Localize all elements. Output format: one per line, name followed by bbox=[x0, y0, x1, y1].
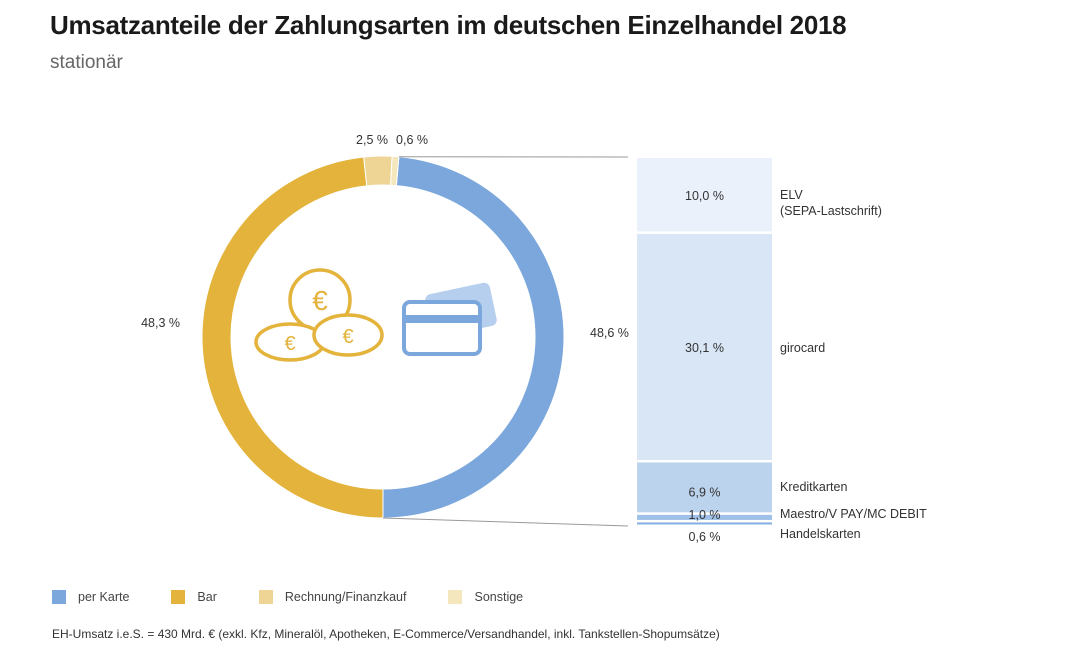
segment-value-label: 10,0 % bbox=[685, 189, 724, 203]
slice-label: 48,6 % bbox=[590, 326, 629, 340]
donut-slice bbox=[201, 156, 384, 519]
legend-item: Rechnung/Finanzkauf bbox=[258, 590, 407, 604]
svg-text:€: € bbox=[284, 333, 295, 355]
svg-text:€: € bbox=[342, 326, 353, 348]
bar-segment bbox=[637, 462, 772, 513]
legend-label: Sonstige bbox=[474, 590, 524, 604]
slice-label: 48,3 % bbox=[141, 316, 180, 330]
slice-label: 0,6 % bbox=[396, 133, 428, 147]
segment-name-label: Maestro/V PAY/MC DEBIT bbox=[780, 507, 927, 521]
bar-segment bbox=[637, 233, 772, 460]
slice-label: 2,5 % bbox=[356, 133, 388, 147]
legend-label: Rechnung/Finanzkauf bbox=[284, 590, 407, 604]
segment-name-label: (SEPA-Lastschrift) bbox=[780, 204, 882, 218]
legend-item: Sonstige bbox=[448, 590, 523, 604]
euro-coins-icon: € € € bbox=[254, 268, 384, 362]
segment-name-label: Kreditkarten bbox=[780, 480, 847, 494]
legend: per Karte Bar Rechnung/Finanzkauf Sonsti… bbox=[52, 590, 565, 604]
bar-segment bbox=[637, 522, 772, 525]
svg-text:€: € bbox=[312, 285, 328, 316]
footnote: EH-Umsatz i.e.S. = 430 Mrd. € (exkl. Kfz… bbox=[52, 627, 720, 641]
legend-label: per Karte bbox=[78, 590, 130, 604]
segment-name-label: girocard bbox=[780, 341, 825, 355]
segment-value-label: 6,9 % bbox=[689, 486, 721, 500]
segment-name-label: ELV bbox=[780, 188, 803, 202]
donut-slice bbox=[363, 155, 393, 187]
bar-segment bbox=[637, 514, 772, 520]
chart-title: Umsatzanteile der Zahlungsarten im deuts… bbox=[50, 10, 847, 40]
legend-item: per Karte bbox=[52, 590, 129, 604]
donut-slice bbox=[390, 155, 400, 187]
segment-name-label: Handelskarten bbox=[780, 527, 861, 541]
legend-item: Bar bbox=[171, 590, 217, 604]
chart-subtitle: stationär bbox=[50, 52, 123, 73]
segment-value-label: 1,0 % bbox=[689, 508, 721, 522]
credit-card-icon bbox=[402, 282, 497, 356]
connector-line bbox=[382, 517, 629, 527]
segment-value-label: 30,1 % bbox=[685, 341, 724, 355]
legend-label: Bar bbox=[197, 590, 217, 604]
bar-segment bbox=[637, 158, 772, 232]
segment-value-label: 0,6 % bbox=[689, 530, 721, 544]
